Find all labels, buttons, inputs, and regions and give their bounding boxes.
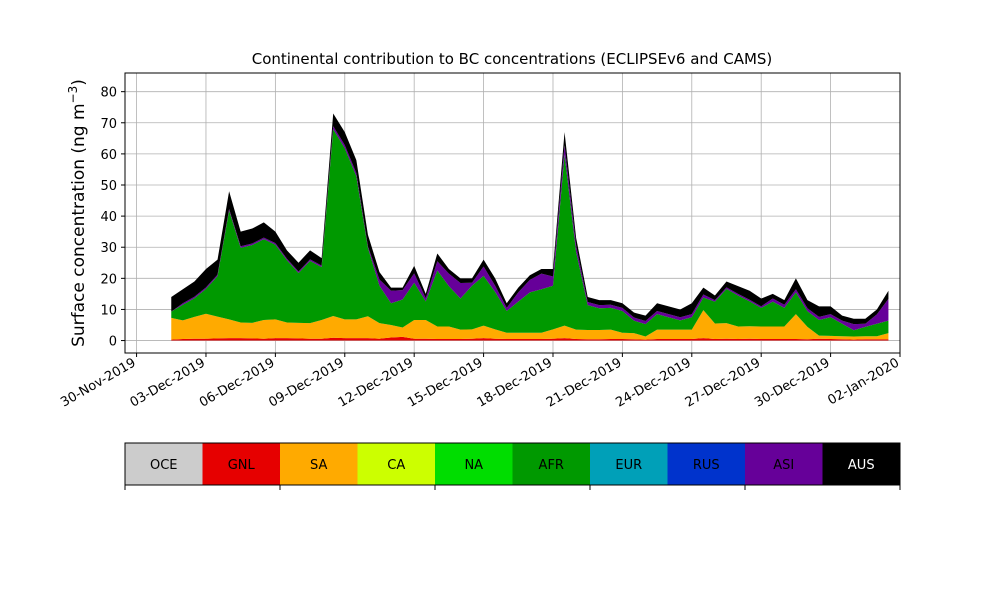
y-axis-label-main: Surface concentration (ng m	[69, 103, 89, 346]
colorbar-cell-oce	[125, 443, 203, 485]
area-sa	[171, 310, 889, 340]
y-tick-label: 40	[100, 210, 117, 225]
y-tick-label: 20	[100, 272, 117, 287]
y-axis-label-close: )	[69, 79, 89, 86]
y-axis-label: Surface concentration (ng m−3)	[66, 79, 89, 347]
area-afr	[171, 129, 889, 337]
y-tick-label: 50	[100, 179, 117, 194]
area-gnl	[171, 336, 889, 341]
colorbar-cell-aus	[822, 443, 900, 485]
y-tick-label: 10	[100, 303, 117, 318]
colorbar-label-eur: EUR	[615, 458, 642, 473]
colorbar-label-asi: ASI	[773, 458, 794, 473]
colorbar-frame	[124, 442, 901, 486]
colorbar-label-ca: CA	[387, 458, 405, 473]
colorbar-label-na: NA	[464, 458, 483, 473]
colorbar-cell-sa	[280, 443, 358, 485]
colorbar-legend: OCE GNL SA CA NA AFR EUR RUS ASI AUS	[124, 442, 901, 490]
colorbar-cell-afr	[512, 443, 590, 485]
stacked-areas	[171, 113, 889, 341]
y-tick-label: 0	[109, 335, 117, 350]
colorbar-cell-na	[435, 443, 513, 485]
y-tick-label: 60	[100, 148, 117, 163]
colorbar-label-oce: OCE	[150, 458, 178, 473]
colorbar-cell-gnl	[202, 443, 280, 485]
y-tick-label: 80	[100, 86, 117, 101]
colorbar-cell-rus	[667, 443, 745, 485]
y-tick-label: 30	[100, 241, 117, 256]
y-axis-label-sup: −3	[66, 86, 80, 104]
colorbar-cell-eur	[590, 443, 668, 485]
plot-frame	[124, 72, 901, 354]
area-asi	[171, 126, 889, 331]
colorbar-label-rus: RUS	[693, 458, 720, 473]
colorbar-label-afr: AFR	[539, 458, 564, 473]
chart-title: Continental contribution to BC concentra…	[252, 50, 773, 68]
colorbar-label-sa: SA	[310, 458, 327, 473]
y-tick-label: 70	[100, 117, 117, 132]
colorbar-label-aus: AUS	[848, 458, 875, 473]
colorbar-cell-asi	[745, 443, 823, 485]
colorbar-cell-ca	[357, 443, 435, 485]
colorbar-label-gnl: GNL	[228, 458, 256, 473]
y-axis-ticks: 0 10 20 30 40 50 60 70 80	[100, 86, 125, 350]
